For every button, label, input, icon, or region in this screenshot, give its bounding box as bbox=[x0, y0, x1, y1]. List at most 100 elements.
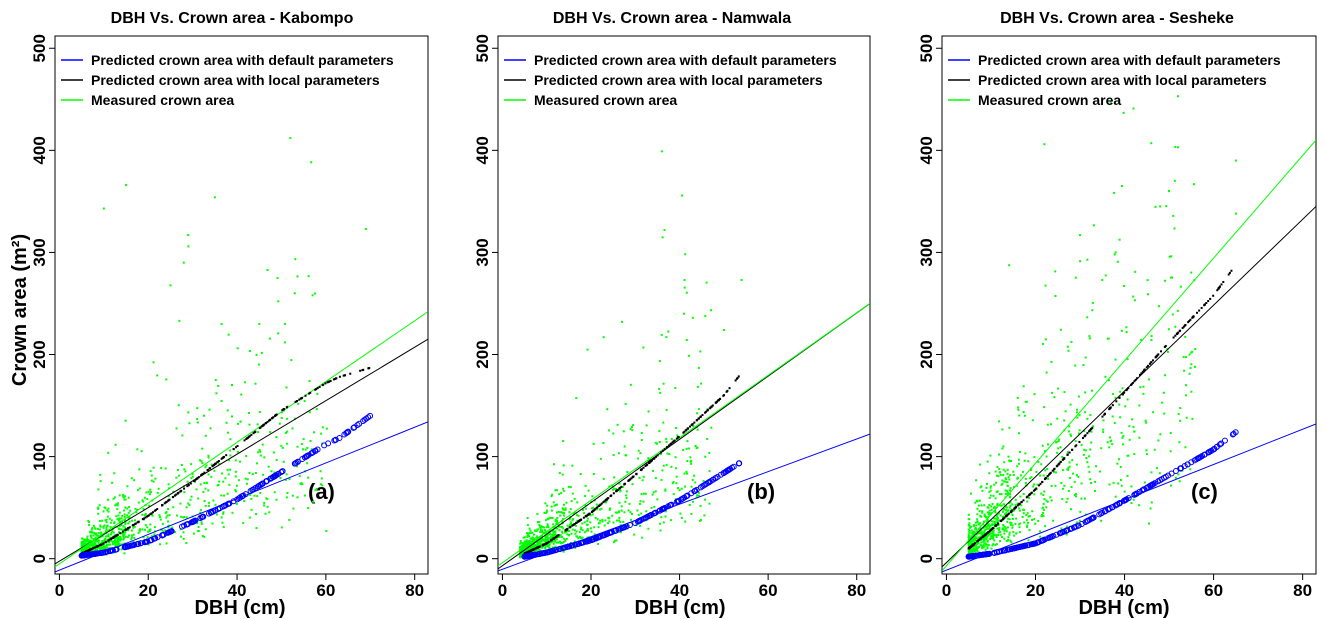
measured-point bbox=[985, 535, 988, 538]
local-predicted-point bbox=[222, 455, 225, 458]
measured-point bbox=[1076, 474, 1079, 477]
panel-namwala: DBH Vs. Crown area - Namwala DBH (cm) (b… bbox=[473, 10, 871, 619]
measured-point bbox=[1074, 440, 1077, 443]
measured-point bbox=[982, 537, 985, 540]
measured-point bbox=[133, 479, 136, 482]
measured-point bbox=[307, 476, 310, 479]
local-predicted-point bbox=[1104, 412, 1107, 415]
local-predicted-point bbox=[603, 500, 606, 503]
local-predicted-point bbox=[1174, 334, 1177, 337]
measured-point bbox=[1030, 476, 1033, 479]
local-predicted-point bbox=[1141, 370, 1144, 373]
measured-point bbox=[699, 350, 702, 353]
measured-point bbox=[1133, 430, 1136, 433]
measured-point bbox=[180, 464, 183, 467]
measured-point bbox=[364, 227, 367, 230]
measured-point bbox=[91, 531, 94, 534]
measured-point bbox=[1086, 417, 1089, 420]
measured-point bbox=[1046, 423, 1049, 426]
measured-point bbox=[234, 459, 237, 462]
measured-point bbox=[249, 493, 252, 496]
measured-point bbox=[968, 551, 971, 554]
measured-point bbox=[985, 526, 988, 529]
local-predicted-point bbox=[95, 545, 98, 548]
measured-point bbox=[1047, 477, 1050, 480]
measured-point bbox=[280, 416, 283, 419]
measured-point bbox=[569, 521, 572, 524]
measured-point bbox=[149, 523, 152, 526]
x-tick-label: 80 bbox=[1293, 581, 1312, 600]
measured-point bbox=[567, 485, 570, 488]
measured-point bbox=[994, 481, 997, 484]
measured-point bbox=[1157, 439, 1160, 442]
measured-point bbox=[521, 542, 524, 545]
measured-point bbox=[1104, 274, 1107, 277]
local-predicted-point bbox=[693, 421, 696, 424]
measured-point bbox=[1024, 477, 1027, 480]
measured-point bbox=[983, 513, 986, 516]
measured-point bbox=[561, 511, 564, 514]
measured-point bbox=[599, 457, 602, 460]
measured-point bbox=[1003, 532, 1006, 535]
measured-point bbox=[285, 386, 288, 389]
measured-point bbox=[251, 473, 254, 476]
measured-point bbox=[1085, 457, 1088, 460]
measured-point bbox=[95, 540, 98, 543]
local-predicted-point bbox=[367, 367, 370, 370]
measured-point bbox=[94, 542, 97, 545]
measured-point bbox=[589, 527, 592, 530]
measured-point bbox=[308, 411, 311, 414]
measured-point bbox=[1079, 234, 1082, 237]
measured-point bbox=[277, 300, 280, 303]
measured-point bbox=[675, 427, 678, 430]
local-predicted-point bbox=[300, 397, 303, 400]
default-predicted-point bbox=[541, 549, 548, 556]
measured-point bbox=[576, 535, 579, 538]
measured-point bbox=[685, 339, 688, 342]
measured-point bbox=[1016, 396, 1019, 399]
measured-point bbox=[83, 539, 86, 542]
measured-point bbox=[1041, 444, 1044, 447]
measured-point bbox=[722, 329, 725, 332]
measured-point bbox=[260, 351, 263, 354]
measured-point bbox=[117, 514, 120, 517]
measured-point bbox=[1034, 522, 1037, 525]
measured-point bbox=[702, 479, 705, 482]
measured-point bbox=[1084, 356, 1087, 359]
measured-point bbox=[544, 539, 547, 542]
y-tick-label: 400 bbox=[473, 136, 492, 164]
measured-point bbox=[555, 511, 558, 514]
local-predicted-point bbox=[632, 475, 635, 478]
measured-point bbox=[571, 528, 574, 531]
measured-point bbox=[239, 420, 242, 423]
measured-point bbox=[519, 540, 522, 543]
measured-point bbox=[662, 382, 665, 385]
measured-point bbox=[1000, 483, 1003, 486]
local-predicted-point bbox=[167, 499, 170, 502]
measured-point bbox=[1176, 95, 1179, 98]
measured-point bbox=[1077, 475, 1080, 478]
measured-point bbox=[710, 309, 713, 312]
local-predicted-point bbox=[1222, 280, 1225, 283]
local-predicted-point bbox=[349, 372, 352, 375]
local-predicted-point bbox=[1145, 366, 1148, 369]
measured-point bbox=[1078, 519, 1081, 522]
measured-point bbox=[618, 482, 621, 485]
local-predicted-point bbox=[85, 550, 88, 553]
default-predicted-point bbox=[601, 531, 608, 538]
measured-point bbox=[1178, 480, 1181, 483]
measured-point bbox=[1058, 438, 1061, 441]
measured-point bbox=[1112, 481, 1115, 484]
measured-point bbox=[541, 546, 544, 549]
measured-point bbox=[149, 528, 152, 531]
measured-point bbox=[210, 475, 213, 478]
measured-point bbox=[604, 519, 607, 522]
measured-point bbox=[1033, 456, 1036, 459]
measured-point bbox=[1066, 345, 1069, 348]
measured-point bbox=[1056, 417, 1059, 420]
measured-point bbox=[558, 472, 561, 475]
measured-point bbox=[1026, 524, 1029, 527]
measured-point bbox=[625, 494, 628, 497]
measured-point bbox=[529, 540, 532, 543]
measured-point bbox=[980, 529, 983, 532]
